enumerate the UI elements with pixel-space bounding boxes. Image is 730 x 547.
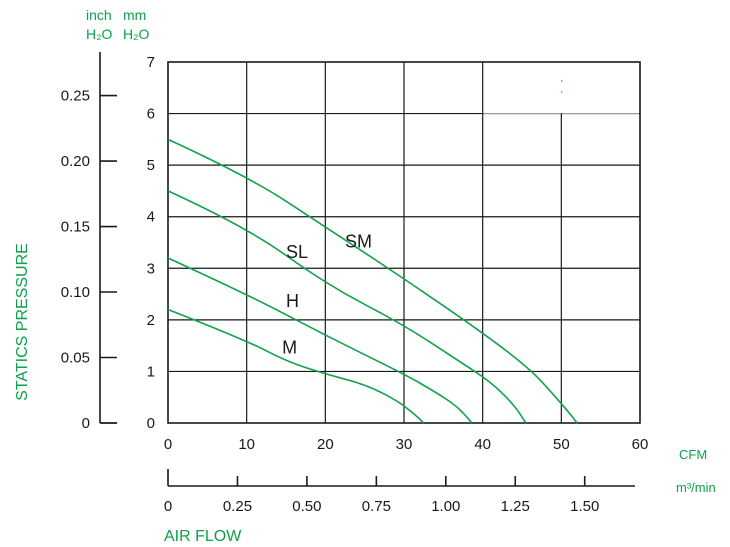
y-tick-mm: 3 <box>147 260 155 277</box>
tick-labels: 0 1 2 3 4 5 6 7 0 10 20 30 40 50 60 0 0.05 0.10 0.15 0.20 0.… <box>61 54 649 515</box>
x-tick-cfm: 60 <box>632 436 649 453</box>
axes <box>99 52 635 487</box>
x-unit-m3min: m³/min <box>676 480 716 495</box>
x-tick-m3min: 0.75 <box>362 498 391 515</box>
series-curve-sm <box>167 138 578 424</box>
x-tick-cfm: 20 <box>317 436 334 453</box>
title-box-mask <box>483 63 562 114</box>
y-tick-mm: 7 <box>147 54 155 71</box>
series-label-h: H <box>286 291 299 311</box>
x-tick-cfm: 0 <box>164 436 172 453</box>
series-label-sm: SM <box>345 232 372 252</box>
y-tick-mm: 0 <box>147 415 155 432</box>
x-tick-m3min: 1.25 <box>501 498 530 515</box>
y-tick-mm: 6 <box>147 106 155 123</box>
title-box-mask <box>562 63 639 114</box>
x-tick-cfm: 10 <box>238 436 255 453</box>
series-label-m: M <box>282 337 297 357</box>
x-axis-title: AIR FLOW <box>164 528 242 545</box>
y-axis-title: STATICS PRESSURE <box>14 243 31 401</box>
series-label-sl: SL <box>286 242 308 262</box>
y-tick-mm: 4 <box>147 209 155 226</box>
y-tick-mm: 5 <box>147 157 155 174</box>
x-unit-cfm: CFM <box>679 447 707 462</box>
x-tick-m3min: 1.50 <box>570 498 599 515</box>
curves <box>167 138 578 424</box>
left-unit-line1: inch <box>86 7 112 23</box>
x-tick-m3min: 0 <box>164 498 172 515</box>
x-tick-cfm: 50 <box>553 436 570 453</box>
y-tick-inch: 0 <box>82 415 90 432</box>
x-tick-m3min: 0.50 <box>292 498 321 515</box>
y-tick-inch: 0.15 <box>61 219 90 236</box>
x-tick-cfm: 30 <box>396 436 413 453</box>
x-tick-m3min: 1.00 <box>431 498 460 515</box>
left-unit-line2: H₂O <box>86 26 113 42</box>
series-curve-sl <box>167 190 527 424</box>
right-unit-line2: H₂O <box>123 26 150 42</box>
y-tick-mm: 1 <box>147 363 155 380</box>
series-labels: SM SL H M <box>282 232 372 358</box>
y-tick-inch: 0.25 <box>61 88 90 105</box>
right-unit-line1: mm <box>123 7 146 23</box>
y-tick-inch: 0.10 <box>61 284 90 301</box>
y-tick-inch: 0.05 <box>61 350 90 367</box>
series-curve-h <box>167 257 473 424</box>
series-curve-m <box>167 308 425 424</box>
grid <box>167 61 641 424</box>
x-tick-m3min: 0.25 <box>223 498 252 515</box>
y-tick-mm: 2 <box>147 312 155 329</box>
y-tick-inch: 0.20 <box>61 153 90 170</box>
x-tick-cfm: 40 <box>474 436 491 453</box>
